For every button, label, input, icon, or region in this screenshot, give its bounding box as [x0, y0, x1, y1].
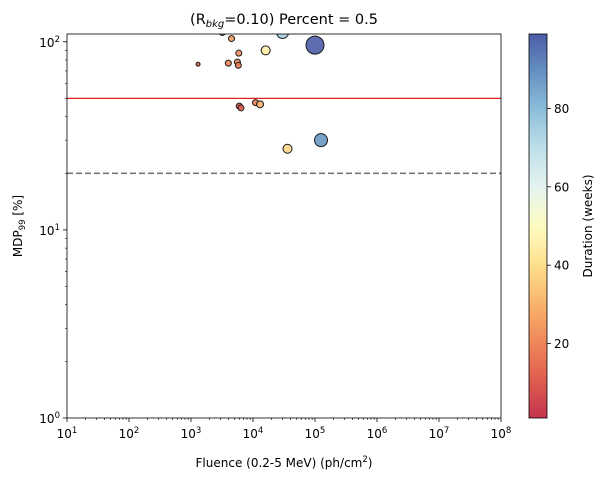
data-point [234, 61, 242, 69]
x-tick-label: 106 [367, 426, 388, 441]
data-point [260, 45, 271, 56]
data-point [314, 133, 329, 148]
data-point [237, 104, 245, 112]
plot-frame [66, 33, 502, 419]
x-tick-label: 108 [491, 426, 512, 441]
x-tick-label: 107 [429, 426, 450, 441]
data-point [227, 35, 235, 43]
colorbar-tick-label: 20 [554, 337, 569, 351]
chart-title: (Rbkg=0.10) Percent = 0.5 [190, 12, 378, 30]
data-point [256, 100, 265, 109]
plot-area [67, 34, 501, 418]
y-tick-label: 101 [39, 223, 60, 238]
colorbar-tick-label: 80 [554, 102, 569, 116]
colorbar-tick-label: 40 [554, 259, 569, 273]
y-tick-label: 100 [39, 411, 60, 426]
data-point [235, 49, 243, 57]
x-tick-label: 103 [181, 426, 202, 441]
y-axis-label: MDP99 [%] [11, 195, 28, 257]
data-point [195, 61, 201, 67]
x-tick-label: 104 [243, 426, 264, 441]
x-tick-label: 101 [57, 426, 78, 441]
data-point [224, 59, 232, 67]
x-tick-label: 105 [305, 426, 326, 441]
y-tick-label: 102 [39, 35, 60, 50]
x-axis-label: Fluence (0.2-5 MeV) (ph/cm2) [196, 455, 373, 470]
colorbar [528, 33, 548, 419]
data-point [276, 34, 289, 40]
x-tick-label: 102 [119, 426, 140, 441]
data-point [282, 143, 293, 154]
data-point [305, 35, 325, 55]
data-point [219, 34, 226, 37]
colorbar-label: Duration (weeks) [581, 174, 595, 277]
colorbar-tick-label: 60 [554, 180, 569, 194]
